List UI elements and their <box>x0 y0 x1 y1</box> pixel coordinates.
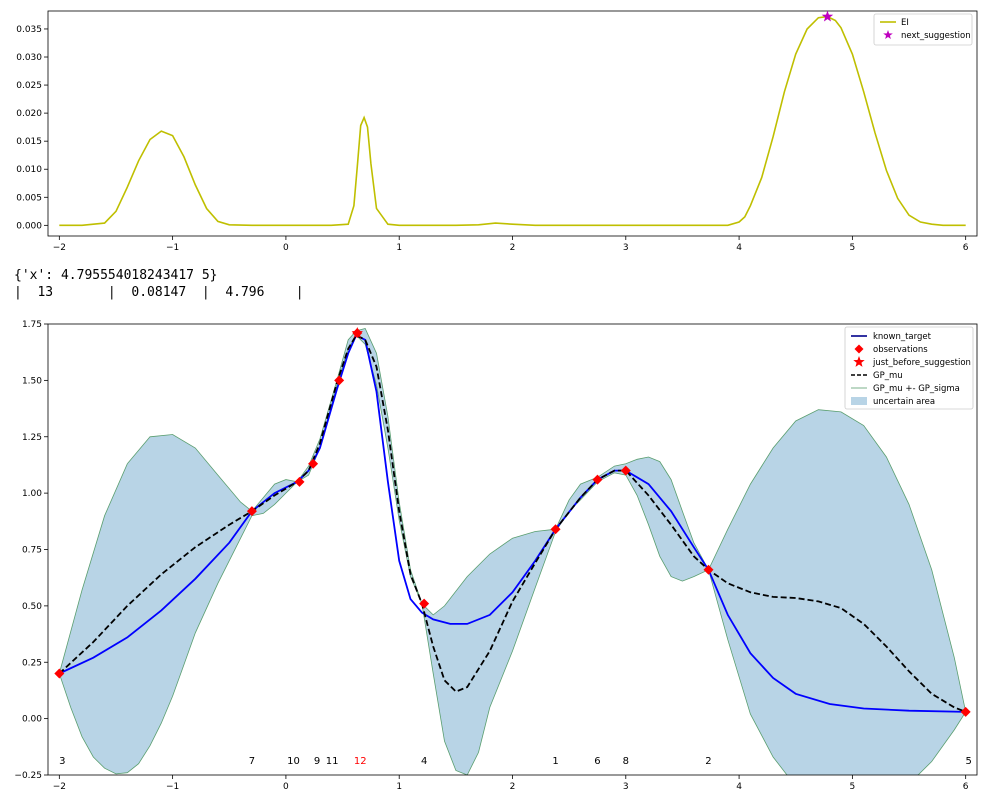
legend-uncertain-label: uncertain area <box>873 397 935 407</box>
x-tick-label: 3 <box>623 782 629 792</box>
observation-order-label: 4 <box>421 756 427 767</box>
observation-marker <box>550 524 561 535</box>
y-tick-label: 1.75 <box>22 320 42 330</box>
just-before-suggestion-marker <box>351 327 363 338</box>
x-tick-label: 0 <box>283 243 289 253</box>
y-tick-label: 0.025 <box>16 81 42 91</box>
ei-curve <box>59 15 966 227</box>
legend-just-before-label: just_before_suggestion <box>872 358 971 368</box>
y-tick-label: 1.50 <box>22 376 42 386</box>
x-tick-label: 5 <box>850 243 856 253</box>
x-tick-label: 3 <box>623 243 629 253</box>
legend-uncertain-swatch <box>851 397 867 405</box>
observation-marker <box>419 598 430 609</box>
ei-chart: −2 −1 0 1 2 3 4 5 6 0.000 0.005 0.010 0.015 0.020 0.02… <box>16 10 978 253</box>
y-tick-label: 1.00 <box>22 489 42 499</box>
legend-just-before-swatch <box>853 356 865 367</box>
observation-marker <box>294 476 305 487</box>
gp-plot-area <box>58 328 967 775</box>
legend-next-suggestion-label: next_suggestion <box>901 31 971 41</box>
observation-order-label: 8 <box>623 756 629 767</box>
y-tick-label: 0.25 <box>22 658 42 668</box>
x-tick-label: −2 <box>53 782 66 792</box>
observation-order-label: 11 <box>326 756 339 767</box>
legend-box <box>873 13 973 46</box>
observation-marker <box>246 506 257 517</box>
ei-legend: EI next_suggestion <box>873 13 973 46</box>
sigma-lower-line <box>58 334 967 775</box>
y-tick-label: 0.015 <box>16 137 42 147</box>
next-suggestion-marker <box>821 10 834 22</box>
output-line-dict: {'x': 4.795554018243417 5} <box>14 268 218 283</box>
y-tick-label: 0.00 <box>22 715 42 725</box>
x-tick-label: 0 <box>283 782 289 792</box>
legend-sigma-label: GP_mu +- GP_sigma <box>873 384 960 394</box>
observation-marker <box>592 474 603 485</box>
observation-marker <box>960 706 971 717</box>
x-tick-label: 5 <box>850 782 856 792</box>
legend-star-swatch <box>883 30 893 39</box>
x-tick-label: −1 <box>166 782 179 792</box>
gp-mu-line <box>58 334 967 713</box>
x-tick-label: −1 <box>166 243 179 253</box>
plot-frame <box>47 10 978 237</box>
y-tick-label: 1.25 <box>22 433 42 443</box>
observation-order-label: 6 <box>594 756 600 767</box>
y-tick-label: 0.000 <box>16 221 42 231</box>
observation-order-label: 3 <box>59 756 65 767</box>
legend-observations-label: observations <box>873 345 928 355</box>
observation-marker <box>334 375 345 386</box>
legend-gp-mu-label: GP_mu <box>873 371 903 381</box>
observation-marker <box>620 465 631 476</box>
x-tick-label: 6 <box>963 782 969 792</box>
observation-order-label: 2 <box>705 756 711 767</box>
y-tick-label: 0.020 <box>16 109 42 119</box>
observation-order-label: 10 <box>287 756 300 767</box>
x-tick-label: 4 <box>736 243 742 253</box>
legend-observations-swatch <box>854 344 864 354</box>
observation-marker <box>308 458 319 469</box>
y-tick-label: 0.75 <box>22 546 42 556</box>
legend-box <box>844 326 974 410</box>
y-tick-label: 0.035 <box>16 25 42 35</box>
x-tick-label: −2 <box>53 243 66 253</box>
legend-ei-label: EI <box>901 18 909 28</box>
gp-chart: 3 7 10 9 11 12 4 1 6 8 2 5−2 −1 0 1 2 3 4 5 6−0.250.000.250… <box>14 320 978 792</box>
observation-marker <box>54 668 65 679</box>
x-tick-label: 4 <box>736 782 742 792</box>
observation-order-label: 5 <box>965 756 971 767</box>
observation-order-label: 1 <box>552 756 558 767</box>
observation-order-label: 7 <box>249 756 255 767</box>
x-tick-label: 1 <box>396 243 402 253</box>
uncertain-area <box>59 328 966 775</box>
y-tick-label: −0.25 <box>14 771 42 781</box>
x-tick-label: 2 <box>510 782 516 792</box>
gp-legend: known_target observations just_before_sugg… <box>844 326 974 410</box>
observation-order-label: 12 <box>354 756 367 767</box>
y-tick-label: 0.005 <box>16 193 42 203</box>
y-tick-label: 0.50 <box>22 602 42 612</box>
observation-order-label: 9 <box>314 756 320 767</box>
x-tick-label: 1 <box>396 782 402 792</box>
x-tick-label: 6 <box>963 243 969 253</box>
known-target-line <box>58 334 966 713</box>
output-line-table: | 13 | 0.08147 | 4.796 | <box>14 285 304 300</box>
legend-known-target-label: known_target <box>873 332 932 342</box>
x-tick-label: 2 <box>510 243 516 253</box>
y-tick-label: 0.030 <box>16 53 42 63</box>
y-tick-label: 0.010 <box>16 165 42 175</box>
